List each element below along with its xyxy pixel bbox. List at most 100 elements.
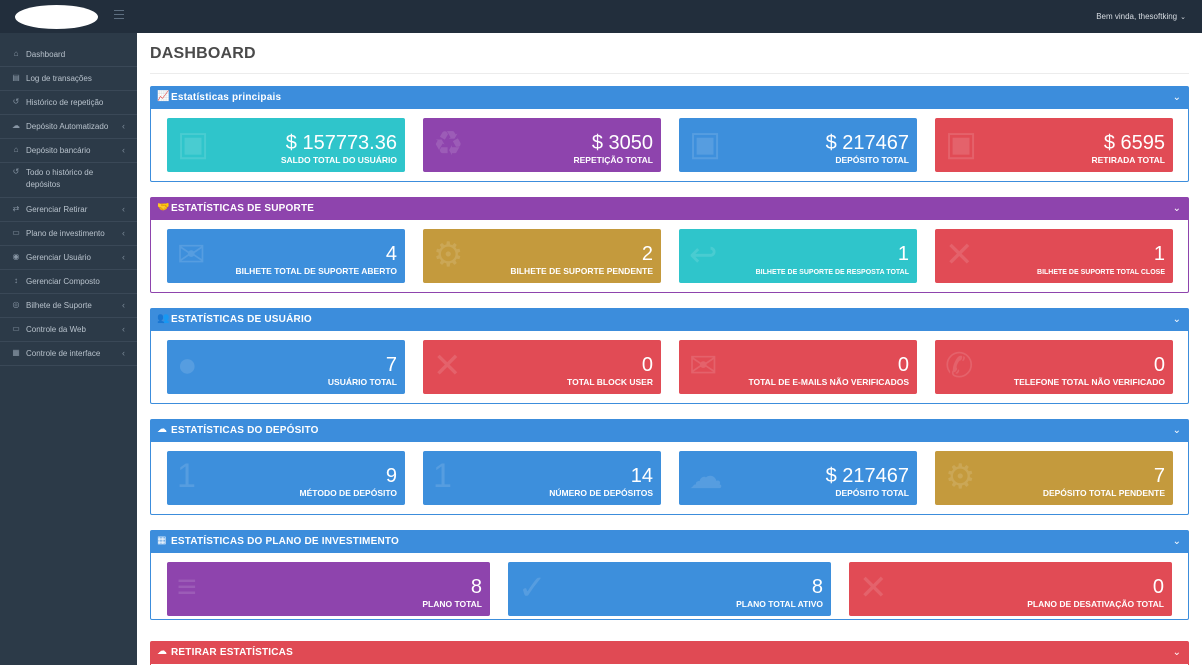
- stat-card[interactable]: ⚙ 2 BILHETE DE SUPORTE PENDENTE: [423, 229, 661, 283]
- sidebar-item-label: Todo o histórico de depósitos: [26, 168, 94, 189]
- stat-card[interactable]: ✓ 8 PLANO TOTAL ATIVO: [508, 562, 831, 616]
- stat-value: 4: [385, 243, 397, 265]
- panel-title: Estatísticas principais: [171, 92, 282, 103]
- stat-card[interactable]: ✕ 1 BILHETE DE SUPORTE TOTAL CLOSE: [935, 229, 1173, 283]
- menu-toggle-icon[interactable]: [114, 10, 124, 19]
- sidebar-item-9[interactable]: ◉ Gerenciar Usuário ‹: [0, 246, 137, 270]
- stat-card[interactable]: ▣ $ 157773.36 SALDO TOTAL DO USUÁRIO: [167, 118, 405, 172]
- chevron-left-icon: ‹: [122, 252, 125, 262]
- stat-card[interactable]: 1 14 NÚMERO DE DEPÓSITOS: [423, 451, 661, 505]
- stat-card[interactable]: ✉ 4 BILHETE TOTAL DE SUPORTE ABERTO: [167, 229, 405, 283]
- stats-panel-3: 👥 ESTATÍSTICAS DE USUÁRIO ⌄ ● 7 USUÁRIO TOTAL…: [150, 308, 1189, 404]
- sidebar-item-label: Histórico de repetição: [26, 98, 104, 107]
- cloud-download-icon: ☁: [689, 458, 723, 496]
- chevron-left-icon: ‹: [122, 300, 125, 310]
- sidebar-item-12[interactable]: ▭ Controle da Web ‹: [0, 318, 137, 342]
- stat-label: USUÁRIO TOTAL: [327, 377, 397, 387]
- users-icon: 👥: [157, 313, 170, 324]
- sidebar-item-label: Log de transações: [26, 74, 92, 83]
- grid-icon: ▦: [12, 348, 20, 357]
- panel-header[interactable]: ☁ ESTATÍSTICAS DO DEPÓSITO ⌄: [151, 420, 1188, 442]
- recycle-icon: ♻: [433, 125, 464, 163]
- sidebar-item-label: Controle de interface: [26, 349, 101, 358]
- sidebar-item-8[interactable]: ▭ Plano de investimento ‹: [0, 222, 137, 246]
- users-icon: ●: [177, 346, 198, 384]
- top-bar: Bem vinda, thesoftking ⌄: [0, 0, 1202, 33]
- stat-card[interactable]: 1 9 MÉTODO DE DEPÓSITO: [167, 451, 405, 505]
- chevron-down-icon[interactable]: ⌄: [1172, 314, 1181, 325]
- panel-header[interactable]: 👥 ESTATÍSTICAS DE USUÁRIO ⌄: [151, 309, 1188, 331]
- stat-value: 0: [641, 354, 653, 376]
- panel-header[interactable]: 🤝 ESTATÍSTICAS DE SUPORTE ⌄: [151, 198, 1188, 220]
- chevron-left-icon: ‹: [122, 228, 125, 238]
- bank-icon: ⌂: [13, 145, 19, 154]
- numbers-icon: 1: [177, 457, 196, 495]
- stat-label: BILHETE DE SUPORTE DE RESPOSTA TOTAL: [755, 269, 909, 276]
- spinner-icon: ⚙: [945, 458, 976, 496]
- sidebar-item-13[interactable]: ▦ Controle de interface ‹: [0, 342, 137, 366]
- stat-card[interactable]: ✕ 0 TOTAL BLOCK USER: [423, 340, 661, 394]
- close-icon: ✕: [859, 569, 888, 607]
- phone-icon: ✆: [945, 347, 974, 385]
- stat-card[interactable]: ▣ $ 217467 DEPÓSITO TOTAL: [679, 118, 917, 172]
- stat-value: 8: [811, 576, 823, 598]
- stat-label: DEPÓSITO TOTAL: [835, 488, 909, 498]
- sidebar-item-7[interactable]: ⇄ Gerenciar Retirar ‹: [0, 198, 137, 222]
- sidebar-item-2[interactable]: ▤ Log de transações: [0, 67, 137, 91]
- chevron-down-icon[interactable]: ⌄: [1172, 647, 1181, 658]
- sidebar-item-label: Depósito bancário: [26, 146, 91, 155]
- stat-value: 7: [385, 354, 397, 376]
- chevron-down-icon[interactable]: ⌄: [1172, 536, 1181, 547]
- stat-card[interactable]: ✆ 0 TELEFONE TOTAL NÃO VERIFICADO: [935, 340, 1173, 394]
- stat-label: PLANO DE DESATIVAÇÃO TOTAL: [1027, 599, 1164, 609]
- envelope-icon: ✉: [689, 347, 718, 385]
- users-icon: ◉: [12, 252, 20, 261]
- chevron-left-icon: ‹: [122, 348, 125, 358]
- stat-card[interactable]: ▣ $ 6595 RETIRADA TOTAL: [935, 118, 1173, 172]
- panel-header[interactable]: ☁ RETIRAR ESTATÍSTICAS ⌄: [151, 642, 1188, 664]
- stat-card[interactable]: ↩ 1 BILHETE DE SUPORTE DE RESPOSTA TOTAL: [679, 229, 917, 283]
- sidebar-item-10[interactable]: ↕ Gerenciar Composto: [0, 270, 137, 294]
- stat-value: $ 157773.36: [285, 132, 397, 154]
- chevron-down-icon[interactable]: ⌄: [1172, 92, 1181, 103]
- chevron-down-icon[interactable]: ⌄: [1172, 203, 1181, 214]
- stat-card[interactable]: ☁ $ 217467 DEPÓSITO TOTAL: [679, 451, 917, 505]
- panel-header[interactable]: ▦ ESTATÍSTICAS DO PLANO DE INVESTIMENTO ⌄: [151, 531, 1188, 553]
- sidebar-item-3[interactable]: ↺ Histórico de repetição: [0, 91, 137, 115]
- logo[interactable]: [15, 5, 98, 29]
- stat-label: MÉTODO DE DEPÓSITO: [299, 488, 397, 498]
- chevron-left-icon: ‹: [122, 121, 125, 131]
- sidebar-item-5[interactable]: ⌂ Depósito bancário ‹: [0, 139, 137, 163]
- stat-card[interactable]: ✕ 0 PLANO DE DESATIVAÇÃO TOTAL: [849, 562, 1172, 616]
- chevron-left-icon: ‹: [122, 324, 125, 334]
- stat-value: 1: [1153, 243, 1165, 265]
- sidebar-item-6[interactable]: ↺ Todo o histórico de depósitos: [0, 163, 137, 198]
- stat-value: 2: [641, 243, 653, 265]
- chevron-down-icon[interactable]: ⌄: [1172, 425, 1181, 436]
- list-icon: ▤: [12, 73, 20, 82]
- spinner-icon: ⚙: [433, 236, 464, 274]
- sidebar-item-1[interactable]: ⌂ Dashboard: [0, 43, 137, 67]
- stat-card[interactable]: ✉ 0 TOTAL DE E-MAILS NÃO VERIFICADOS: [679, 340, 917, 394]
- chevron-down-icon: ⌄: [1180, 14, 1186, 21]
- sidebar-item-label: Gerenciar Composto: [26, 277, 100, 286]
- sidebar-item-4[interactable]: ☁ Depósito Automatizado ‹: [0, 115, 137, 139]
- panel-header[interactable]: 📈 Estatísticas principais ⌄: [151, 87, 1188, 109]
- stat-value: $ 6595: [1103, 132, 1165, 154]
- stat-card[interactable]: ⚙ 7 DEPÓSITO TOTAL PENDENTE: [935, 451, 1173, 505]
- sidebar-item-label: Dashboard: [26, 50, 66, 59]
- stat-value: 7: [1153, 465, 1165, 487]
- stat-card[interactable]: ≡ 8 PLANO TOTAL: [167, 562, 490, 616]
- panel-title: ESTATÍSTICAS DO PLANO DE INVESTIMENTO: [171, 536, 399, 547]
- stat-label: NÚMERO DE DEPÓSITOS: [549, 488, 653, 498]
- stats-panel-2: 🤝 ESTATÍSTICAS DE SUPORTE ⌄ ✉ 4 BILHETE TOTAL…: [150, 197, 1189, 293]
- stat-card[interactable]: ♻ $ 3050 REPETIÇÃO TOTAL: [423, 118, 661, 172]
- grid-icon: ▦: [157, 535, 167, 546]
- user-menu[interactable]: Bem vinda, thesoftking ⌄: [1096, 12, 1186, 21]
- sidebar-item-label: Gerenciar Retirar: [26, 205, 88, 214]
- sidebar-item-11[interactable]: ◎ Bilhete de Suporte ‹: [0, 294, 137, 318]
- stat-card[interactable]: ● 7 USUÁRIO TOTAL: [167, 340, 405, 394]
- sidebar-item-label: Bilhete de Suporte: [26, 301, 92, 310]
- money-icon: ▣: [945, 125, 978, 163]
